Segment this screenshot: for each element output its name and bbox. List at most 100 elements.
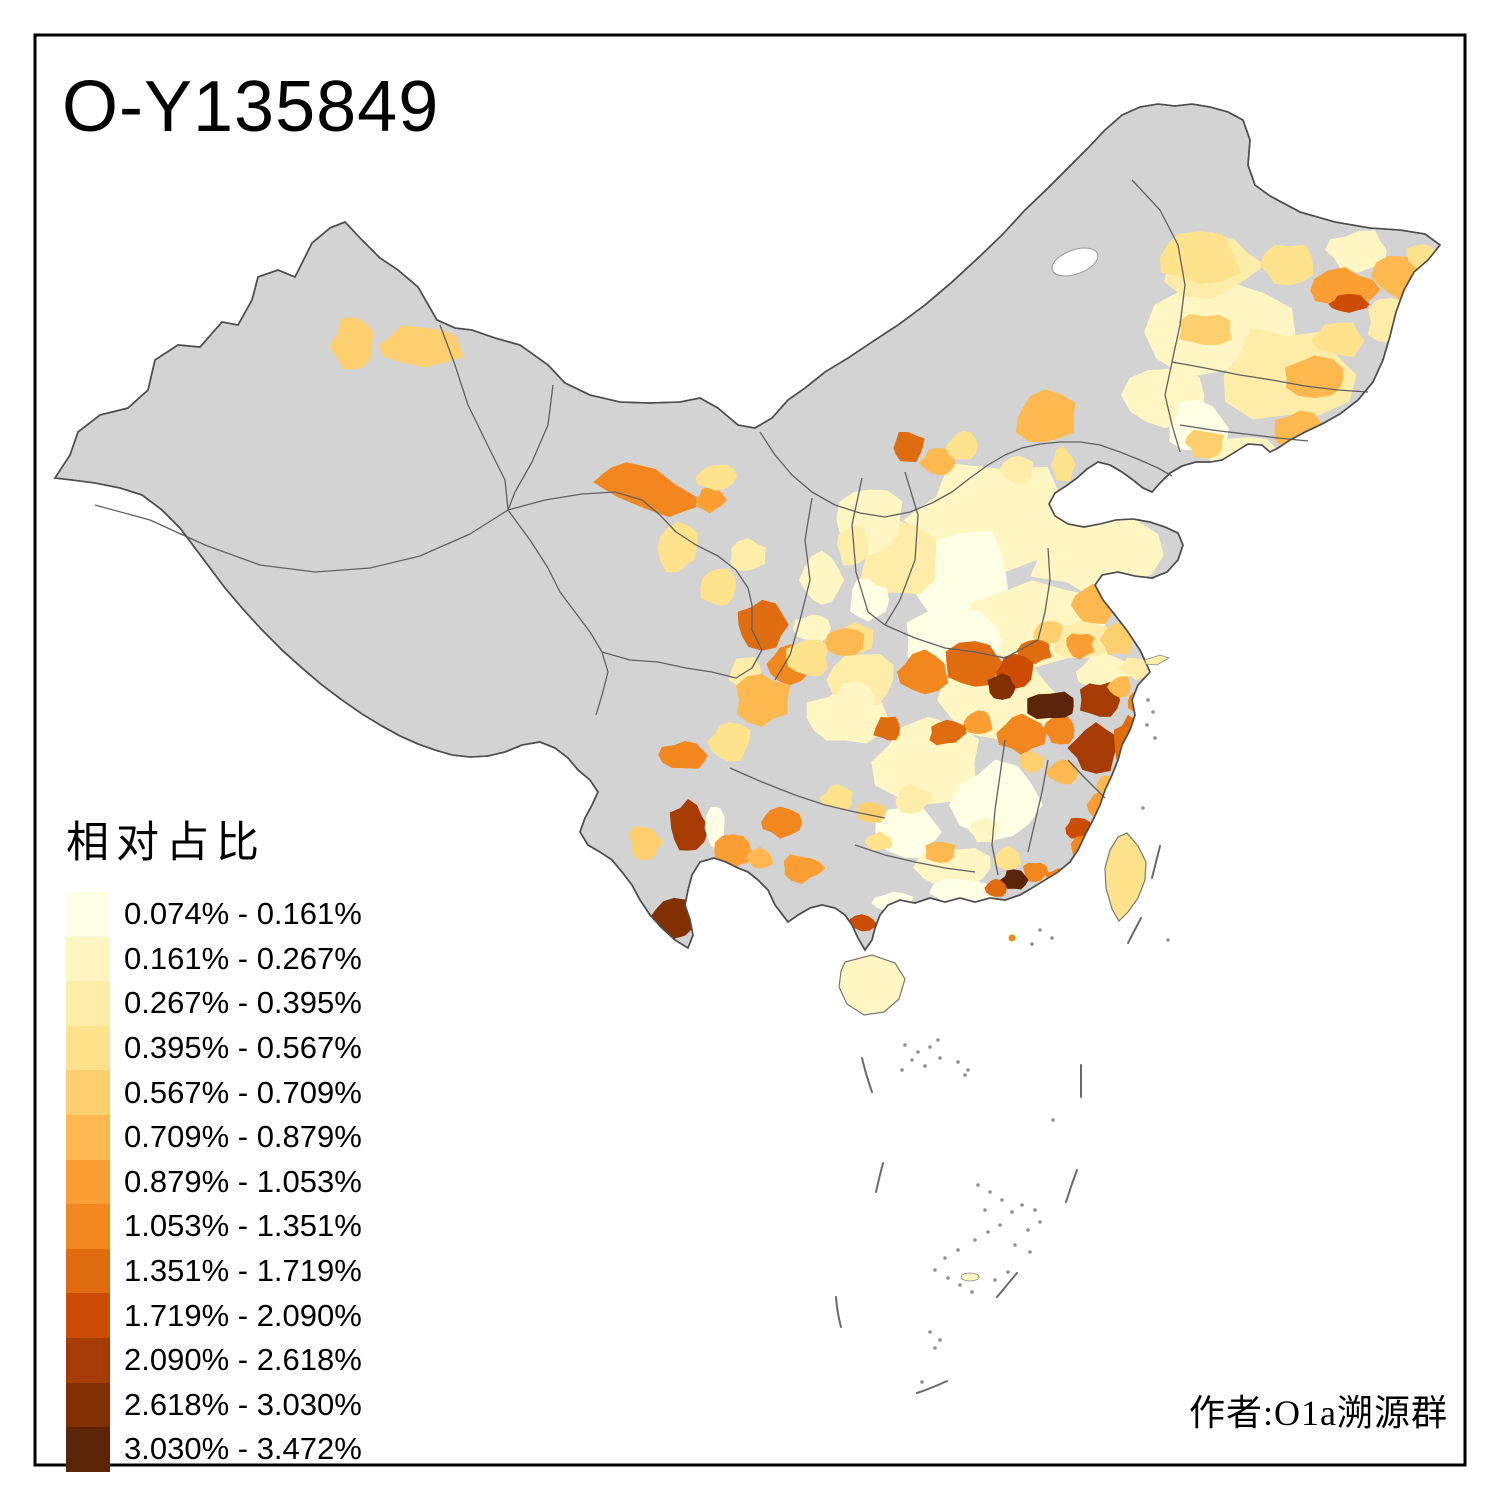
island-dot: [903, 1043, 907, 1047]
island-dot: [1006, 1270, 1010, 1274]
region-blob: [657, 521, 699, 573]
region-blob: [786, 639, 830, 677]
island-dot: [988, 1190, 992, 1194]
legend-item: 0.161% - 0.267%: [66, 936, 362, 982]
legend-swatch: [66, 936, 110, 982]
region-blob: [704, 806, 725, 849]
island-dot: [933, 1268, 937, 1272]
legend-swatch: [66, 1248, 110, 1294]
region-blob: [1043, 717, 1075, 745]
region-blob: [695, 464, 737, 492]
region-blob: [850, 578, 890, 622]
attribution: 作者:O1a溯源群: [1189, 1393, 1448, 1433]
nine-dash-segment: [996, 1272, 1018, 1298]
region-blob: [1044, 759, 1078, 785]
legend-swatch: [66, 1427, 110, 1472]
region-blob: [1184, 429, 1225, 459]
legend-swatch: [66, 1337, 110, 1383]
region-blob: [1367, 298, 1414, 345]
island-dot: [1026, 1228, 1030, 1232]
province-border-line: [94, 504, 509, 573]
nine-dash-segment: [1065, 1169, 1078, 1203]
island-dot: [1028, 1250, 1032, 1254]
region-blob: [1066, 633, 1095, 660]
region-blob: [1018, 751, 1045, 774]
province-border-line: [851, 477, 886, 626]
region-blob: [825, 628, 865, 656]
province-border-line: [1179, 424, 1309, 442]
region-blob: [1067, 722, 1118, 774]
mainland-outline: [53, 103, 1442, 952]
province-border-line: [1171, 361, 1369, 393]
region-blob: [895, 783, 934, 814]
south-china-sea-islets: [900, 698, 1170, 1384]
region-blob: [984, 878, 1007, 897]
region-blob: [1159, 231, 1242, 284]
region-blob: [987, 673, 1016, 700]
province-border-line: [1131, 179, 1186, 453]
legend-item: 2.618% - 3.030%: [66, 1382, 362, 1428]
region-blob: [628, 825, 664, 861]
island-dot: [938, 1338, 942, 1342]
legend: 相对占比 0.074% - 0.161% 0.161% - 0.267% 0.267…: [66, 808, 362, 1472]
legend-label: 0.074% - 0.161%: [124, 896, 362, 932]
region-blob: [865, 831, 893, 852]
island-dot: [928, 1330, 932, 1334]
region-blob: [1051, 445, 1076, 482]
island-dot: [938, 1056, 942, 1060]
legend-label: 0.161% - 0.267%: [124, 940, 362, 976]
island-dot: [946, 1276, 950, 1280]
province-border-line: [507, 384, 554, 511]
island-dot: [1153, 736, 1157, 740]
region-blob: [700, 568, 736, 606]
island-dot: [910, 1058, 914, 1062]
island-dot: [1151, 710, 1155, 714]
province-border-line: [991, 739, 1006, 876]
legend-label: 0.709% - 0.879%: [124, 1119, 362, 1155]
legend-label: 2.090% - 2.618%: [124, 1342, 362, 1378]
map-frame: [33, 33, 1467, 1467]
region-blob: [1285, 355, 1344, 399]
island-dot: [916, 1050, 920, 1054]
region-blob: [593, 462, 697, 518]
island-dot: [1010, 1210, 1014, 1214]
province-border-line: [854, 844, 976, 873]
island-dot: [986, 1230, 990, 1234]
prefecture-regions: [329, 230, 1440, 939]
island-dot: [976, 1183, 980, 1187]
region-blob: [1027, 691, 1074, 720]
legend-swatch: [66, 1114, 110, 1160]
legend-item: 0.267% - 0.395%: [66, 981, 362, 1026]
region-blob: [329, 317, 374, 370]
region-blob: [968, 817, 1000, 843]
province-border-line: [507, 509, 609, 716]
region-blob: [992, 845, 1022, 871]
legend-label: 3.030% - 3.472%: [124, 1431, 362, 1467]
nine-dash-segment: [861, 1057, 873, 1093]
island-dot: [963, 1073, 967, 1077]
legend-swatch: [66, 1204, 110, 1249]
region-blob: [761, 806, 803, 839]
region-blob: [1015, 389, 1076, 442]
island-dot: [956, 1248, 960, 1252]
legend-item: 0.567% - 0.709%: [66, 1070, 362, 1115]
legend-item: 3.030% - 3.472%: [66, 1427, 362, 1472]
island-dot: [956, 1060, 960, 1064]
region-blob: [1118, 657, 1154, 681]
island-dot: [1038, 1220, 1042, 1224]
island-dot: [923, 1064, 927, 1068]
island-dot: [1038, 928, 1042, 932]
province-border-line: [601, 605, 763, 679]
region-blob: [897, 649, 949, 695]
region-blob: [857, 801, 887, 823]
region-blob: [1178, 314, 1232, 346]
region-blob: [1070, 835, 1104, 868]
region-blob: [706, 722, 751, 762]
map-title: O-Y135849: [62, 67, 440, 147]
province-border-line: [884, 624, 1039, 659]
province-border-line: [439, 324, 509, 511]
island-dot: [1146, 698, 1150, 702]
legend-swatch: [66, 1025, 110, 1071]
